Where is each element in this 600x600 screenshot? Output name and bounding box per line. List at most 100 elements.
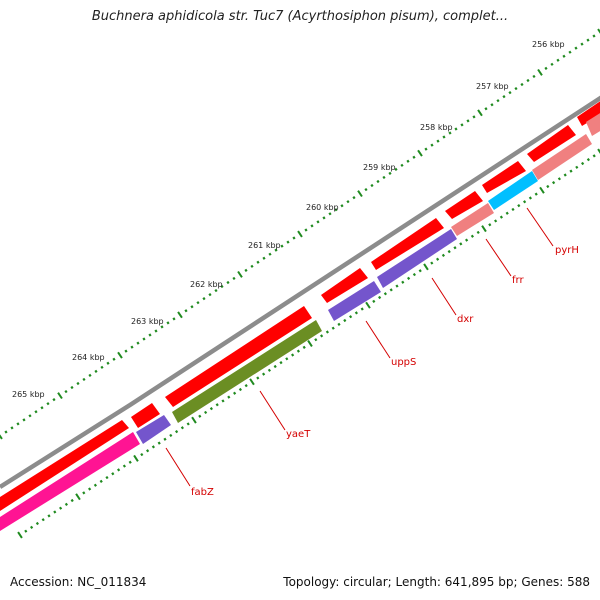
outer-tick xyxy=(250,264,254,268)
inner-tick xyxy=(423,263,429,271)
outer-tick xyxy=(262,256,266,260)
inner-tick xyxy=(64,502,68,506)
outer-tick xyxy=(592,34,596,38)
outer-tick xyxy=(82,377,86,382)
outer-tick xyxy=(406,159,410,163)
gene-forward-2[interactable] xyxy=(131,403,160,428)
outer-tick xyxy=(514,86,518,91)
outer-tick xyxy=(172,317,176,321)
kbp-label-257: 257 kbp xyxy=(476,82,509,91)
inner-tick xyxy=(227,395,231,399)
leader-dxr xyxy=(431,277,457,316)
outer-tick xyxy=(130,345,134,349)
gene-pink-2[interactable] xyxy=(532,134,592,180)
gene-label-yaeT[interactable]: yaeT xyxy=(286,429,311,440)
inner-tick xyxy=(465,238,469,242)
outer-tick xyxy=(148,333,152,337)
outer-tick xyxy=(322,216,326,220)
inner-tick xyxy=(453,246,457,250)
gene-uppS[interactable] xyxy=(328,281,381,321)
inner-tick xyxy=(320,334,324,338)
outer-tick xyxy=(177,311,183,319)
inner-tick xyxy=(215,403,219,407)
outer-tick xyxy=(472,115,476,119)
outer-tick xyxy=(100,365,104,369)
leader-uppS xyxy=(365,320,391,359)
inner-tick xyxy=(395,284,399,288)
inner-tick xyxy=(191,416,197,424)
gene-forward-7[interactable] xyxy=(482,161,526,193)
gene-forward-6[interactable] xyxy=(445,191,483,219)
outer-tick xyxy=(4,430,8,434)
gene-forward-5[interactable] xyxy=(371,218,444,270)
gene-dxr[interactable] xyxy=(377,229,457,288)
outer-tick xyxy=(297,230,303,238)
outer-tick xyxy=(160,325,164,329)
inner-tick xyxy=(597,148,600,154)
inner-tick xyxy=(441,253,445,258)
outer-tick xyxy=(286,240,290,244)
outer-tick xyxy=(568,50,572,54)
gene-magenta[interactable] xyxy=(0,432,140,531)
outer-tick xyxy=(460,123,464,127)
inner-tick xyxy=(88,487,92,491)
inner-tick xyxy=(238,387,242,392)
gene-labels: fabZ yaeT uppS dxr frr pyrH xyxy=(191,245,579,498)
outer-tick xyxy=(166,321,170,325)
inner-tick xyxy=(233,391,237,395)
inner-tick xyxy=(343,318,347,323)
gene-forward-8[interactable] xyxy=(527,125,576,162)
outer-tick xyxy=(436,139,440,143)
inner-tick xyxy=(30,525,34,529)
inner-tick xyxy=(128,460,132,464)
kbp-label-264: 264 kbp xyxy=(72,353,105,362)
inner-tick xyxy=(99,479,103,483)
gene-yaeT[interactable] xyxy=(172,320,322,423)
gene-label-fabZ[interactable]: fabZ xyxy=(191,487,214,498)
outer-tick xyxy=(184,309,188,313)
inner-tick xyxy=(488,223,492,227)
outer-tick xyxy=(340,204,344,208)
inner-tick xyxy=(383,292,387,296)
gene-forward-4[interactable] xyxy=(321,268,368,303)
kbp-label-258: 258 kbp xyxy=(420,123,453,132)
inner-tick xyxy=(569,169,573,173)
inner-tick xyxy=(163,437,167,441)
outer-tick xyxy=(57,392,63,400)
inner-tick xyxy=(592,154,596,158)
outer-tick xyxy=(417,149,423,157)
outer-tick xyxy=(64,389,68,394)
outer-tick xyxy=(424,147,428,151)
outer-tick xyxy=(382,175,386,180)
inner-tick xyxy=(186,422,190,426)
gene-label-dxr[interactable]: dxr xyxy=(457,314,474,325)
inner-tick xyxy=(378,295,382,300)
inner-tick xyxy=(151,445,155,449)
gene-fabZ[interactable] xyxy=(136,415,171,444)
outer-tick xyxy=(22,418,26,422)
gene-pyrH[interactable] xyxy=(488,171,538,210)
gene-pink-3[interactable] xyxy=(586,110,600,136)
gene-label-uppS[interactable]: uppS xyxy=(391,357,416,368)
inner-tick xyxy=(140,452,144,457)
inner-tick xyxy=(221,399,225,403)
gene-label-pyrH[interactable]: pyrH xyxy=(555,245,579,256)
gene-frr[interactable] xyxy=(451,203,494,236)
gene-label-frr[interactable]: frr xyxy=(512,275,524,286)
outer-tick xyxy=(310,224,314,228)
outer-tick xyxy=(400,163,404,167)
outer-tick xyxy=(142,337,146,341)
outer-tick xyxy=(586,38,590,42)
inner-tick xyxy=(581,161,585,166)
gene-forward-9[interactable] xyxy=(577,98,600,126)
genome-summary-text: Topology: circular; Length: 641,895 bp; … xyxy=(283,575,590,589)
outer-tick xyxy=(574,46,578,50)
inner-tick xyxy=(354,311,358,315)
outer-tick xyxy=(316,220,320,224)
inner-tick xyxy=(523,200,527,204)
outer-tick xyxy=(550,62,554,66)
gene-forward-3[interactable] xyxy=(165,306,312,407)
inner-tick xyxy=(337,322,341,326)
gene-forward-1[interactable] xyxy=(0,420,129,511)
inner-tick xyxy=(198,414,202,418)
